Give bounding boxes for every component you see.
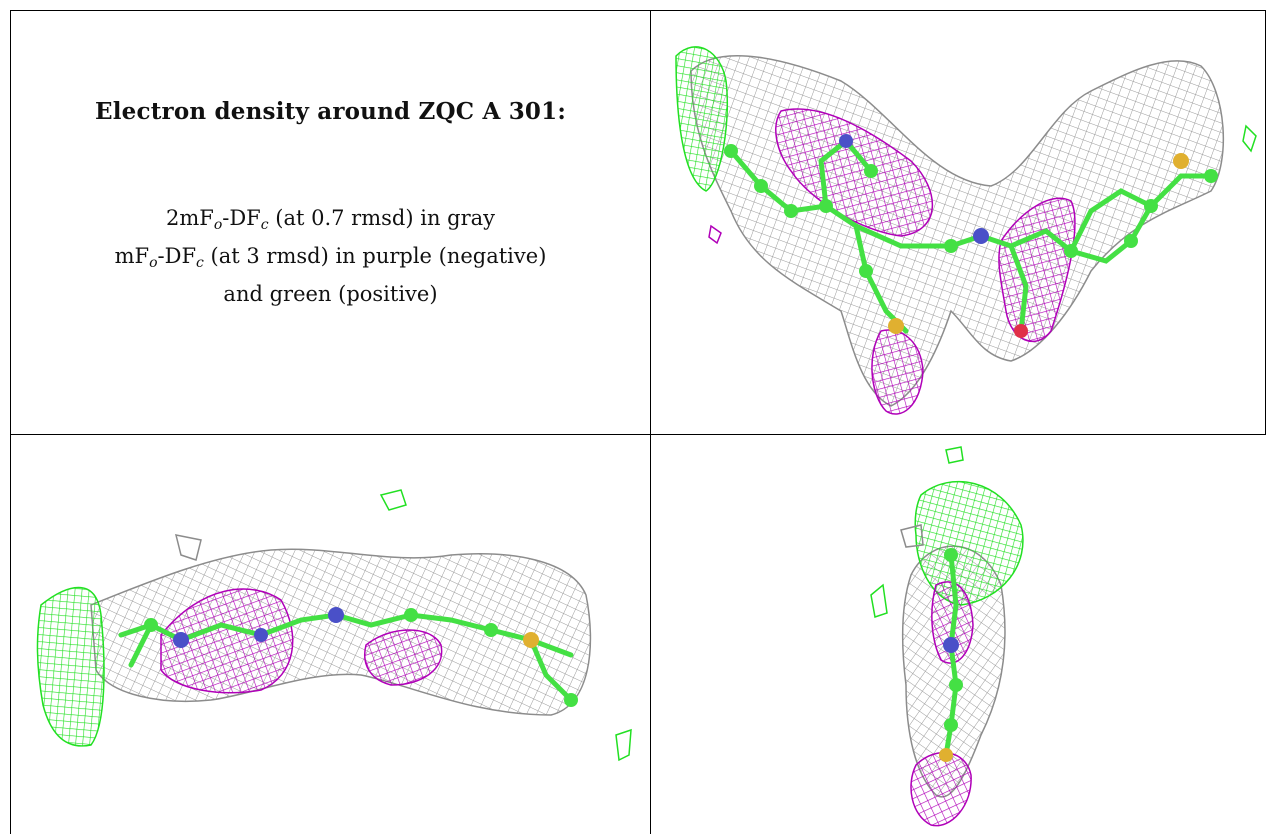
gray-2fofc-mesh (690, 54, 1225, 407)
table-border-middle (650, 10, 651, 834)
purple-negative-mesh-1 (775, 108, 933, 237)
caption-cell: Electron density around ZQC A 301: 2mFo-… (11, 11, 650, 434)
green-positive-mesh (36, 586, 105, 747)
figure-title: Electron density around ZQC A 301: (94, 98, 567, 125)
purple-negative-mesh-3 (871, 329, 924, 415)
density-image-2 (36, 489, 632, 762)
legend-line-positive: and green (positive) (223, 282, 438, 306)
purple-negative-mesh-2 (364, 629, 443, 686)
table-border-top (10, 10, 1266, 11)
density-view-bottom-left (11, 435, 650, 834)
purple-negative-mesh-2 (998, 197, 1076, 342)
purple-speck (708, 224, 722, 245)
table-row-divider (10, 434, 1266, 435)
gray-speck (174, 534, 202, 561)
green-speck-1 (379, 489, 407, 511)
table-border-right (1265, 10, 1266, 434)
green-positive-mesh (914, 480, 1024, 606)
green-speck-1 (945, 446, 964, 464)
legend-line-mfo: mFo-DFc (at 3 rmsd) in purple (negative) (114, 244, 547, 271)
green-positive-mesh (675, 46, 729, 192)
density-view-bottom-right (651, 435, 1266, 834)
green-speck (1242, 124, 1257, 153)
table-border-left (10, 10, 11, 834)
ligand-atoms (144, 607, 578, 707)
figure-table: Electron density around ZQC A 301: 2mFo-… (10, 10, 1266, 834)
density-image-3 (870, 446, 1024, 827)
green-speck-2 (615, 728, 632, 762)
legend-text: 2mFo-DFc (at 0.7 rmsd) in gray mFo-DFc (… (115, 203, 547, 310)
legend-line-2mfo: 2mFo-DFc (at 0.7 rmsd) in gray (165, 206, 496, 233)
green-speck-2 (870, 583, 888, 618)
density-image-1 (675, 46, 1257, 415)
purple-negative-mesh-2 (910, 751, 972, 827)
gray-speck (900, 524, 924, 548)
ligand-atoms (939, 548, 963, 762)
density-view-top-right (651, 11, 1265, 434)
purple-negative-mesh-1 (160, 588, 294, 694)
ligand-atoms (724, 134, 1218, 338)
